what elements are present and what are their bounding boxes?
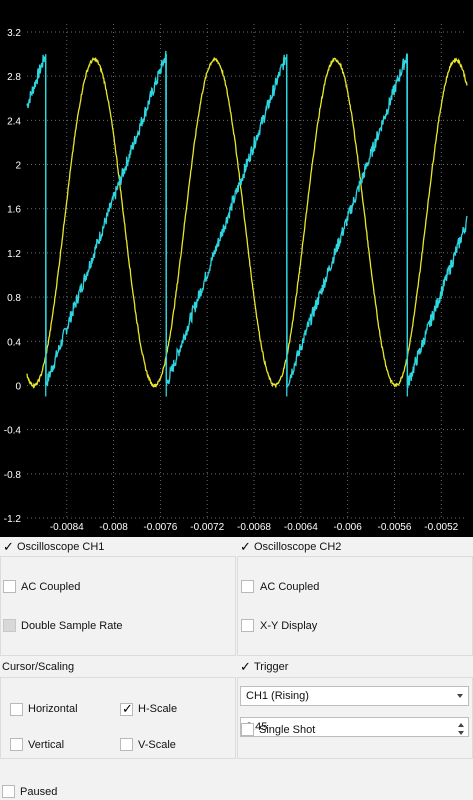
ch2-ac-coupled-checkbox[interactable] bbox=[241, 580, 254, 593]
ch1-panel bbox=[0, 556, 236, 656]
y-tick-label: 1.2 bbox=[7, 249, 21, 260]
y-tick-label: 0.8 bbox=[7, 293, 21, 304]
y-tick-label: 0 bbox=[15, 381, 21, 392]
h-scale-checkbox[interactable]: ✓ bbox=[120, 701, 133, 716]
trigger-title: Trigger bbox=[254, 661, 289, 673]
x-tick-label: -0.0076 bbox=[143, 522, 177, 533]
ch1-double-rate-label: Double Sample Rate bbox=[21, 620, 123, 632]
ch2-trace bbox=[26, 56, 468, 389]
chevron-down-icon bbox=[457, 694, 463, 698]
paused-label: Paused bbox=[20, 786, 58, 798]
x-tick-label: -0.0068 bbox=[237, 522, 271, 533]
y-tick-label: 3.2 bbox=[7, 28, 21, 39]
ch2-panel bbox=[237, 556, 473, 656]
vertical-cursor-label: Vertical bbox=[28, 739, 65, 751]
y-tick-label: 2 bbox=[15, 161, 21, 172]
y-tick-label: -0.4 bbox=[4, 426, 22, 437]
ch2-enable-check[interactable]: ✓ bbox=[240, 539, 251, 554]
y-tick-label: 2.4 bbox=[7, 116, 21, 127]
ch1-title: Oscilloscope CH1 bbox=[17, 541, 105, 553]
cursor-scaling-title: Cursor/Scaling bbox=[2, 661, 75, 673]
oscilloscope-display[interactable]: 3.2 2.8 2.4 2 1.6 1.2 0.8 0.4 0 -0.4 -0.8 -1.2 -0.0… bbox=[0, 0, 473, 537]
y-tick-label: -1.2 bbox=[4, 514, 22, 525]
h-scale-label: H-Scale bbox=[138, 703, 178, 715]
spin-up-icon[interactable] bbox=[458, 723, 464, 727]
trigger-enable-check[interactable]: ✓ bbox=[240, 659, 251, 674]
cursor-panel bbox=[0, 677, 236, 759]
paused-checkbox[interactable] bbox=[2, 785, 15, 798]
single-shot-checkbox[interactable] bbox=[241, 723, 254, 736]
x-axis-ticks: -0.0084 -0.008 -0.0076 -0.0072 -0.0068 -0.006… bbox=[50, 522, 459, 533]
y-axis-ticks: 3.2 2.8 2.4 2 1.6 1.2 0.8 0.4 0 -0.4 -0.8 -1.2 bbox=[4, 28, 22, 525]
horizontal-cursor-label: Horizontal bbox=[28, 703, 78, 715]
spin-down-icon[interactable] bbox=[458, 731, 464, 735]
ch1-ac-coupled-checkbox[interactable] bbox=[3, 580, 16, 593]
trigger-source-value: CH1 (Rising) bbox=[246, 690, 309, 702]
y-tick-label: 0.4 bbox=[7, 337, 21, 348]
x-tick-label: -0.0052 bbox=[424, 522, 458, 533]
x-tick-label: -0.008 bbox=[99, 522, 128, 533]
scope-background bbox=[0, 0, 473, 537]
ch2-title: Oscilloscope CH2 bbox=[254, 541, 342, 553]
x-tick-label: -0.0064 bbox=[284, 522, 318, 533]
x-tick-label: -0.006 bbox=[333, 522, 362, 533]
y-tick-label: -0.8 bbox=[4, 470, 22, 481]
horizontal-cursor-checkbox[interactable] bbox=[10, 703, 23, 716]
x-tick-label: -0.0056 bbox=[377, 522, 411, 533]
y-tick-label: 2.8 bbox=[7, 72, 21, 83]
y-tick-label: 1.6 bbox=[7, 205, 21, 216]
x-tick-label: -0.0084 bbox=[50, 522, 84, 533]
ch1-double-rate-checkbox[interactable] bbox=[3, 619, 16, 632]
single-shot-label: Single Shot bbox=[259, 724, 316, 736]
ch2-xy-display-label: X-Y Display bbox=[260, 620, 318, 632]
x-tick-label: -0.0072 bbox=[190, 522, 224, 533]
ch1-enable-check[interactable]: ✓ bbox=[3, 539, 14, 554]
vertical-cursor-checkbox[interactable] bbox=[10, 738, 23, 751]
ch1-ac-coupled-label: AC Coupled bbox=[21, 581, 81, 593]
ch2-ac-coupled-label: AC Coupled bbox=[260, 581, 320, 593]
ch1-trace bbox=[26, 50, 468, 389]
trigger-source-select[interactable]: CH1 (Rising) bbox=[240, 686, 469, 706]
ch2-xy-display-checkbox[interactable] bbox=[241, 619, 254, 632]
v-scale-checkbox[interactable] bbox=[120, 738, 133, 751]
h-scale-check-mark: ✓ bbox=[122, 701, 133, 716]
v-scale-label: V-Scale bbox=[138, 739, 176, 751]
